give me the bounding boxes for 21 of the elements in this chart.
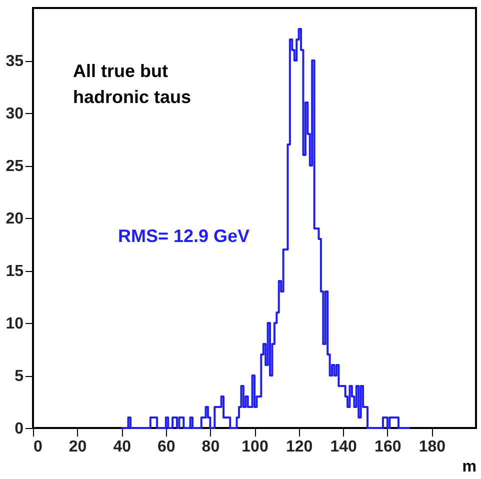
x-tick-label: 0 bbox=[34, 438, 42, 456]
y-tick-label: 0 bbox=[14, 420, 24, 438]
y-tick-label: 20 bbox=[6, 210, 24, 228]
y-tick-label: 10 bbox=[6, 316, 24, 332]
x-tick-label: 100 bbox=[242, 438, 268, 456]
x-tick-label: 80 bbox=[202, 438, 220, 456]
y-tick-label: 5 bbox=[14, 368, 24, 385]
y-tick-label: 15 bbox=[6, 263, 24, 280]
annotation: RMS= 12.9 GeV bbox=[118, 226, 250, 246]
x-tick-label: 160 bbox=[374, 438, 402, 456]
x-tick-label: 20 bbox=[68, 438, 87, 456]
x-tick-label: 180 bbox=[418, 438, 446, 456]
x-tick-label: 40 bbox=[113, 438, 132, 456]
x-tick-label: 140 bbox=[330, 438, 358, 456]
x-tick-label: 60 bbox=[158, 438, 176, 456]
y-tick-label: 25 bbox=[6, 158, 24, 175]
y-tick-label: 35 bbox=[6, 53, 24, 70]
annotation: All true but hadronic taus bbox=[73, 61, 192, 107]
y-tick-label: 30 bbox=[6, 106, 24, 122]
x-axis-title: m bbox=[462, 458, 476, 476]
x-tick-label: 120 bbox=[286, 438, 313, 456]
